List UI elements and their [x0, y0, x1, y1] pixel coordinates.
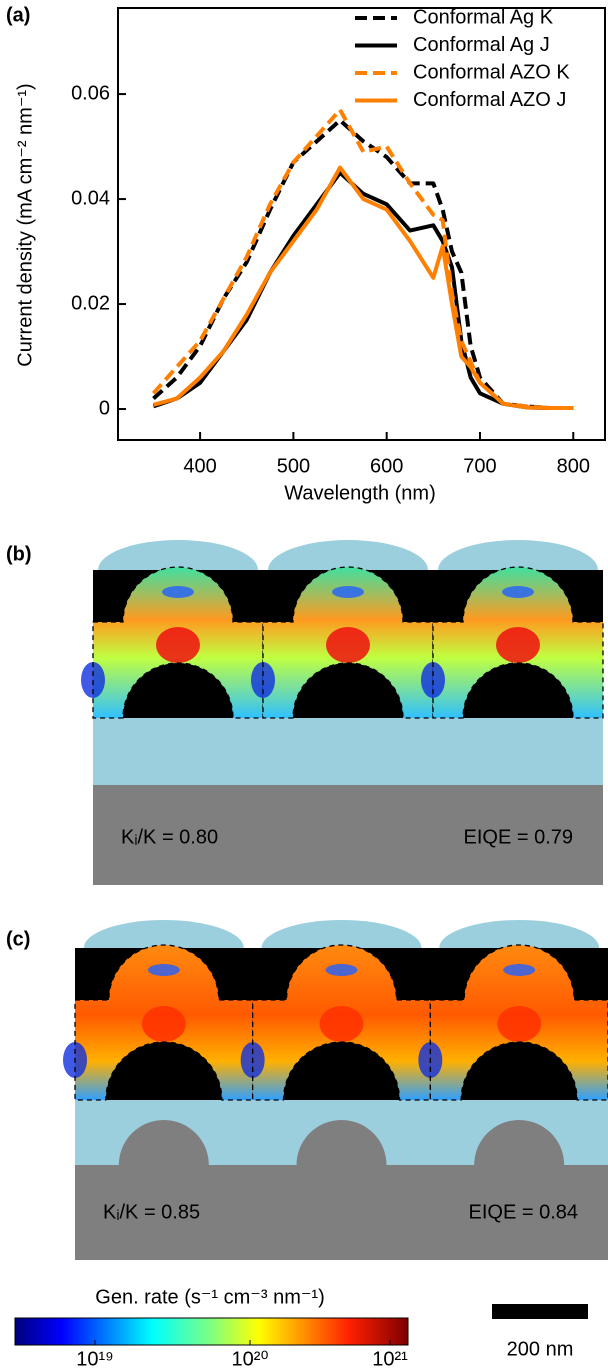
x-tick-label: 800	[557, 455, 590, 477]
x-tick-label: 500	[277, 455, 310, 477]
legend-label: Conformal AZO J	[413, 89, 566, 111]
field-cold	[148, 964, 180, 976]
eiqe-label: EIQE = 0.79	[463, 826, 573, 848]
legend-label: Conformal Ag K	[413, 6, 554, 28]
field-cold	[332, 586, 364, 598]
field-hot	[156, 627, 200, 663]
field-hot	[320, 1006, 364, 1042]
scale-bar	[492, 1304, 588, 1319]
panel-label: (b)	[6, 543, 32, 565]
panel-label: (a)	[6, 4, 30, 26]
legend-label: Conformal Ag J	[413, 34, 550, 56]
y-axis-label: Current density (mA cm⁻² nm⁻¹)	[14, 83, 36, 366]
ratio-label: Kᵢ/K = 0.80	[121, 826, 218, 848]
x-axis-label: Wavelength (nm)	[284, 482, 436, 504]
cap	[438, 540, 598, 570]
x-tick-label: 700	[463, 455, 496, 477]
y-tick-label: 0.06	[71, 82, 110, 104]
field-hot	[497, 1006, 541, 1042]
colorbar	[15, 1318, 408, 1345]
line-series	[153, 173, 573, 408]
field-cold	[162, 586, 194, 598]
colorbar-tick-label: 10¹⁹	[76, 1348, 113, 1370]
panels: (b) Kᵢ/K = 0.80 EIQE = 0.79 (c) Kᵢ/K = 0.85 E…	[6, 540, 608, 1260]
legend-label: Conformal AZO K	[413, 61, 570, 83]
panel-label: (c)	[6, 928, 30, 950]
cap	[262, 920, 422, 948]
colorbar-tick-label: 10²¹	[372, 1348, 408, 1370]
field-cold	[503, 964, 535, 976]
field-hot	[496, 627, 540, 663]
field-cold	[326, 964, 358, 976]
cap	[84, 920, 244, 948]
figure: (a) Wavelength (nm) Current density (mA …	[0, 0, 608, 1371]
line-series	[153, 168, 573, 408]
field-cold	[502, 586, 534, 598]
y-tick-label: 0	[99, 397, 110, 419]
cap	[98, 540, 258, 570]
cap	[268, 540, 428, 570]
x-tick-label: 400	[183, 455, 216, 477]
x-tick-label: 600	[370, 455, 403, 477]
y-tick-label: 0.02	[71, 292, 110, 314]
colorbar-title: Gen. rate (s⁻¹ cm⁻³ nm⁻¹)	[95, 1286, 324, 1308]
ratio-label: Kᵢ/K = 0.85	[103, 1201, 200, 1223]
spacer-layer	[93, 718, 603, 785]
eiqe-label: EIQE = 0.84	[468, 1201, 578, 1223]
colorbar-tick-label: 10²⁰	[232, 1348, 269, 1370]
cap	[439, 920, 599, 948]
y-tick-label: 0.04	[71, 187, 110, 209]
line-series	[153, 120, 573, 408]
scale-bar-label: 200 nm	[507, 1338, 574, 1360]
field-hot	[326, 627, 370, 663]
field-hot	[142, 1006, 186, 1042]
